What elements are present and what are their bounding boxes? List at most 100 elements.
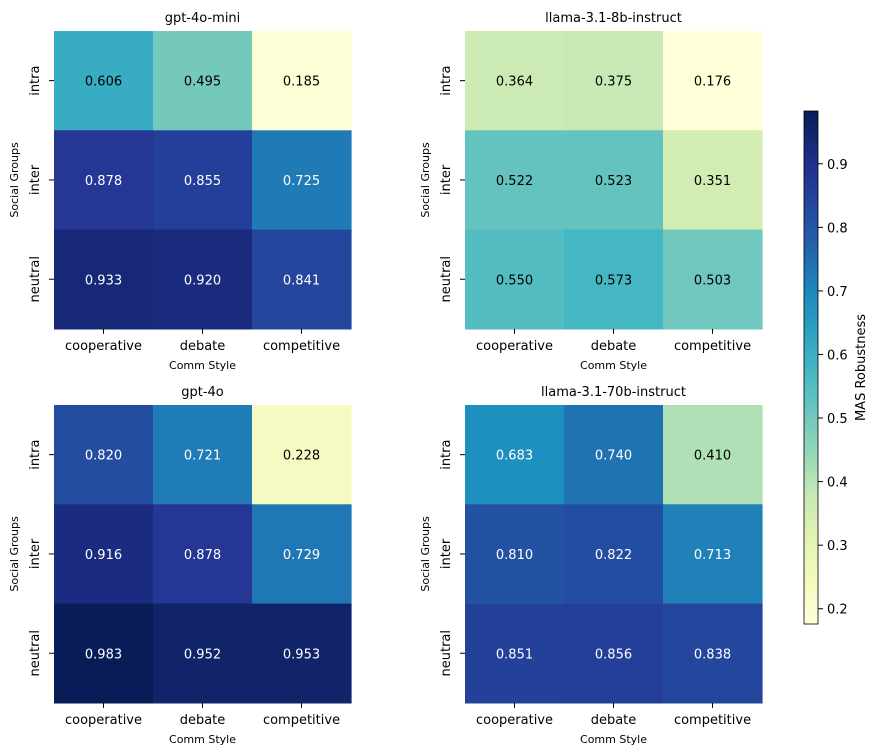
colorbar-tick-label: 0.9 xyxy=(827,158,848,173)
cell-value-label: 0.933 xyxy=(85,273,122,288)
heatmap-cell xyxy=(465,405,565,505)
heatmap-cell xyxy=(564,31,664,131)
cell-value-label: 0.920 xyxy=(184,273,221,288)
y-tick-label: inter xyxy=(28,164,43,195)
heatmap-cell xyxy=(54,31,154,131)
y-tick-label: inter xyxy=(439,164,454,195)
heatmap-cell xyxy=(564,504,664,605)
cell-value-label: 0.841 xyxy=(283,273,320,288)
cell-value-label: 0.740 xyxy=(595,449,632,464)
x-tick-label: debate xyxy=(180,713,226,728)
cell-value-label: 0.822 xyxy=(595,548,632,563)
heatmap-cell xyxy=(564,130,664,231)
cell-value-label: 0.916 xyxy=(85,548,122,563)
cell-value-label: 0.810 xyxy=(496,548,533,563)
colorbar-tick-label: 0.3 xyxy=(827,539,848,554)
cell-value-label: 0.855 xyxy=(184,174,221,189)
heatmap-cell xyxy=(564,405,664,505)
heatmap-cell xyxy=(252,405,352,505)
colorbar-tick-label: 0.6 xyxy=(827,348,848,363)
colorbar-tick-label: 0.2 xyxy=(827,603,848,618)
heatmap-cell xyxy=(153,504,253,605)
x-tick-label: competitive xyxy=(263,713,340,728)
x-axis-label: Comm Style xyxy=(580,359,647,372)
heatmap-cell xyxy=(54,405,154,505)
cell-value-label: 0.522 xyxy=(496,174,533,189)
x-tick-label: cooperative xyxy=(65,713,142,728)
cell-value-label: 0.878 xyxy=(85,174,122,189)
heatmap-cell xyxy=(663,229,763,330)
colorbar-tick-label: 0.4 xyxy=(827,476,848,491)
heatmap-cell xyxy=(465,603,565,704)
y-tick-label: inter xyxy=(439,538,454,569)
y-tick-label: neutral xyxy=(28,256,43,303)
heatmap-cell xyxy=(153,405,253,505)
cell-value-label: 0.176 xyxy=(694,75,731,90)
colorbar xyxy=(803,110,819,625)
heatmap-cell xyxy=(564,603,664,704)
y-axis-label: Social Groups xyxy=(8,516,21,592)
y-axis-label: Social Groups xyxy=(419,516,432,592)
heatmap-cell xyxy=(153,229,253,330)
heatmap-cell xyxy=(153,603,253,704)
y-tick-label: inter xyxy=(28,538,43,569)
cell-value-label: 0.606 xyxy=(85,75,122,90)
x-tick-label: debate xyxy=(591,339,637,354)
cell-value-label: 0.878 xyxy=(184,548,221,563)
cell-value-label: 0.952 xyxy=(184,647,221,662)
cell-value-label: 0.410 xyxy=(694,449,731,464)
cell-value-label: 0.185 xyxy=(283,75,320,90)
x-axis-label: Comm Style xyxy=(169,359,236,372)
heatmap-cell xyxy=(465,130,565,231)
cell-value-label: 0.503 xyxy=(694,273,731,288)
heatmap-cell xyxy=(465,229,565,330)
cell-value-label: 0.495 xyxy=(184,75,221,90)
x-tick-label: competitive xyxy=(674,713,751,728)
heatmap-cell xyxy=(153,130,253,231)
heatmap-cell xyxy=(153,31,253,131)
x-tick-label: cooperative xyxy=(476,713,553,728)
panel-title: gpt-4o xyxy=(181,385,224,400)
heatmap-cell xyxy=(465,504,565,605)
y-tick-label: intra xyxy=(28,66,43,96)
cell-value-label: 0.838 xyxy=(694,647,731,662)
cell-value-label: 0.856 xyxy=(595,647,632,662)
y-tick-label: neutral xyxy=(439,630,454,677)
heatmap-cell xyxy=(54,603,154,704)
heatmap-cell xyxy=(252,504,352,605)
y-axis-label: Social Groups xyxy=(419,142,432,218)
cell-value-label: 0.851 xyxy=(496,647,533,662)
x-tick-label: competitive xyxy=(674,339,751,354)
heatmap-cell xyxy=(54,130,154,231)
cell-value-label: 0.820 xyxy=(85,449,122,464)
colorbar-label: MAS Robustness xyxy=(854,314,869,421)
heatmap-cell xyxy=(465,31,565,131)
heatmap-cell xyxy=(252,31,352,131)
cell-value-label: 0.683 xyxy=(496,449,533,464)
heatmap-cell xyxy=(54,504,154,605)
x-tick-label: cooperative xyxy=(476,339,553,354)
cell-value-label: 0.364 xyxy=(496,75,533,90)
heatmap-cell xyxy=(663,405,763,505)
x-axis-label: Comm Style xyxy=(580,733,647,746)
y-tick-label: intra xyxy=(439,66,454,96)
cell-value-label: 0.953 xyxy=(283,647,320,662)
colorbar-tick-label: 0.8 xyxy=(827,221,848,236)
cell-value-label: 0.523 xyxy=(595,174,632,189)
panel-title: llama-3.1-70b-instruct xyxy=(541,385,686,400)
y-tick-label: neutral xyxy=(28,630,43,677)
y-axis-label: Social Groups xyxy=(8,142,21,218)
cell-value-label: 0.713 xyxy=(694,548,731,563)
heatmap-cell xyxy=(252,229,352,330)
heatmap-cell xyxy=(54,229,154,330)
cell-value-label: 0.375 xyxy=(595,75,632,90)
x-axis-label: Comm Style xyxy=(169,733,236,746)
y-tick-label: intra xyxy=(439,440,454,470)
y-tick-label: intra xyxy=(28,440,43,470)
cell-value-label: 0.983 xyxy=(85,647,122,662)
cell-value-label: 0.573 xyxy=(595,273,632,288)
heatmap-cell xyxy=(663,31,763,131)
heatmap-cell xyxy=(663,603,763,704)
heatmap-cell xyxy=(663,504,763,605)
